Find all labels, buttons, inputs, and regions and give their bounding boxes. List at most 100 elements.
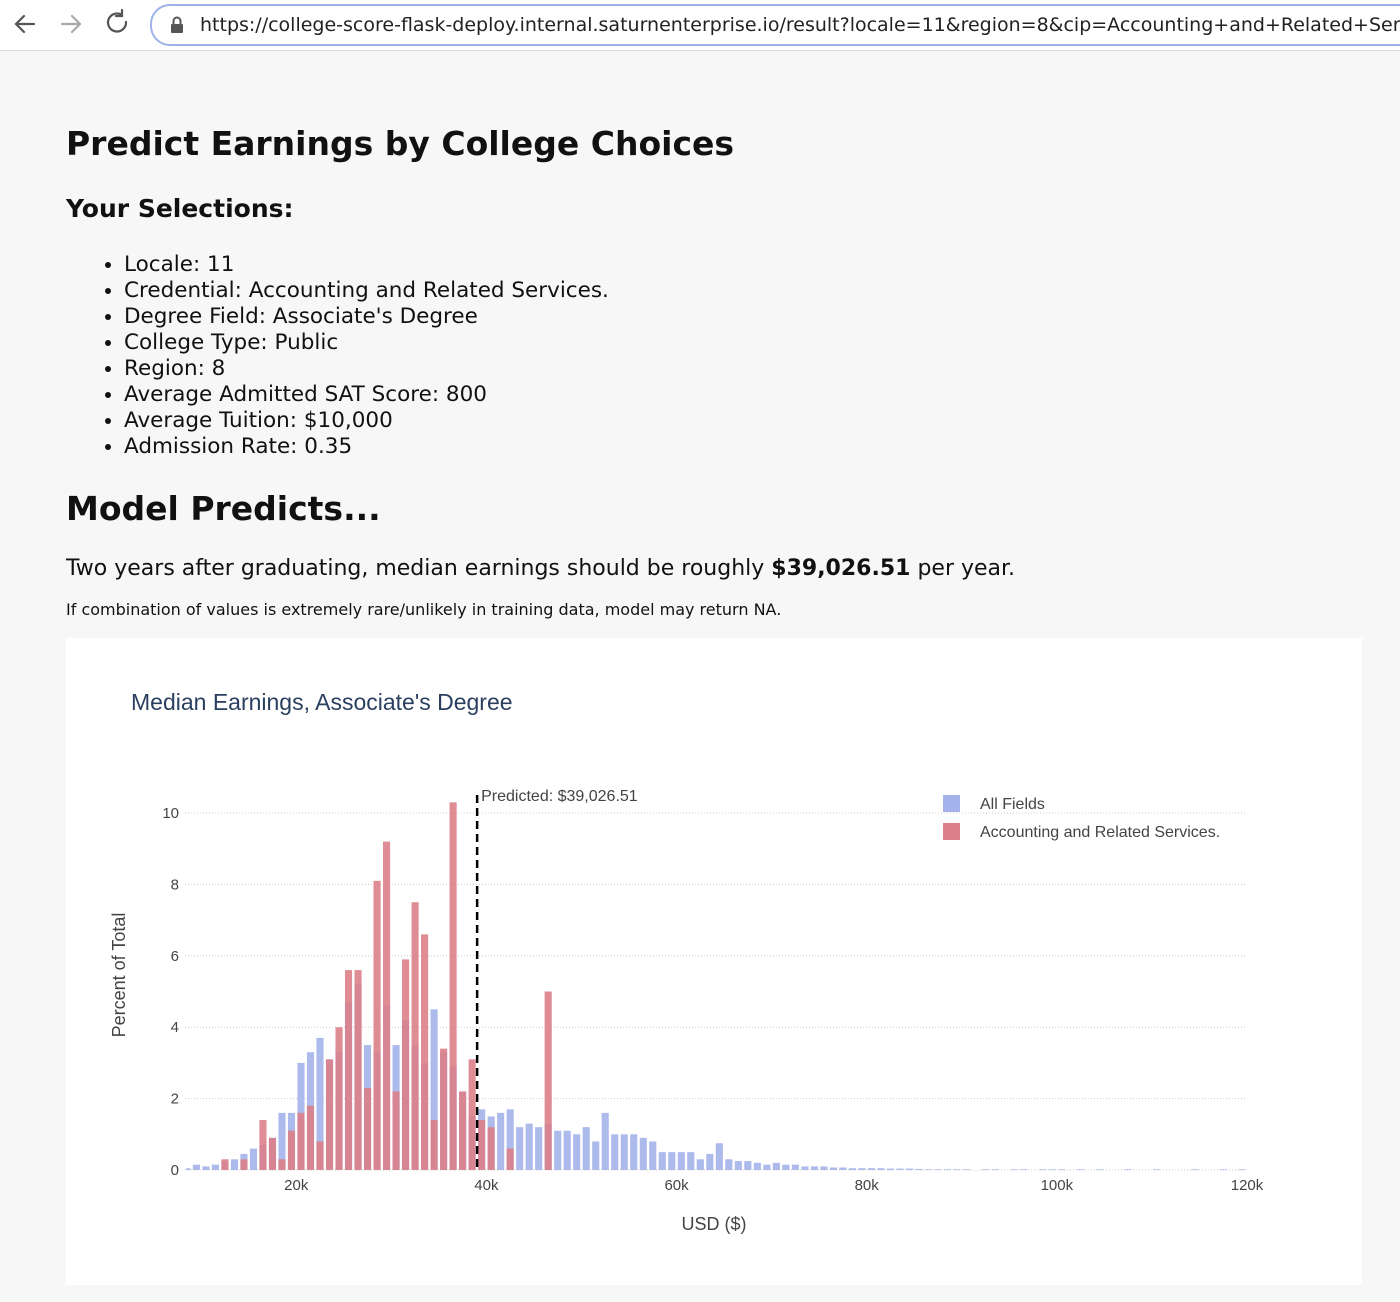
histogram-bar [573,1134,581,1170]
x-tick-label: 40k [474,1177,499,1194]
legend-swatch [943,795,960,812]
histogram-bar [649,1141,657,1170]
histogram-bar [1124,1169,1132,1170]
browser-toolbar: https://college-score-flask-deploy.inter… [0,0,1400,51]
histogram-bar [820,1166,828,1170]
histogram-bar [582,1127,590,1170]
page-title: Predict Earnings by College Choices [66,124,735,163]
histogram-bar [268,1137,277,1170]
prediction-note: If combination of values is extremely ra… [66,600,782,619]
histogram-bar [715,1143,723,1170]
histogram-bar [639,1137,647,1170]
y-tick-label: 8 [171,876,179,893]
histogram-bar [259,1120,267,1170]
histogram-bar [630,1134,638,1170]
histogram-bar [316,1037,324,1170]
histogram-bar [487,1127,495,1170]
histogram-bar [459,1091,467,1170]
histogram-bar [383,841,391,1170]
histogram-bar [677,1152,685,1170]
selections-heading: Your Selections: [66,194,294,223]
histogram-bar [611,1134,619,1170]
histogram-bar [877,1168,885,1170]
histogram-bar [1096,1169,1104,1170]
histogram-bar [297,1112,305,1170]
chart: Median Earnings, Associate's Degree USD … [109,689,1264,1234]
histogram-bar [601,1112,609,1170]
histogram-bar [1238,1169,1246,1170]
histogram-bar [535,1127,543,1170]
histogram-bar [1153,1169,1161,1170]
sentence-start: Two years after graduating, median earni… [66,556,772,581]
histogram-bar [905,1168,914,1170]
histogram-bar [402,959,410,1170]
reload-button[interactable] [106,8,128,33]
x-tick-label: 20k [284,1177,309,1194]
histogram-bar [1191,1169,1199,1170]
histogram-bar [478,1120,486,1170]
histogram-bar [829,1167,837,1170]
y-tick-label: 10 [162,805,179,822]
histogram-bar [1058,1169,1066,1170]
histogram-bar [1077,1169,1085,1170]
histogram-bar [772,1162,780,1170]
forward-button[interactable] [60,14,82,34]
histogram-bar [373,880,381,1170]
histogram-bar [544,991,552,1170]
histogram-bar [1020,1169,1028,1170]
histogram-bar [696,1159,704,1170]
x-tick-label: 120k [1231,1177,1264,1194]
histogram-bar [363,1087,372,1170]
selections-list: Locale: 11Credential: Accounting and Rel… [66,252,924,460]
histogram-bar [867,1168,876,1170]
y-tick-label: 4 [171,1019,179,1036]
histogram-bar [753,1162,761,1170]
legend-label: Accounting and Related Services. [980,824,1220,841]
histogram-bar [1010,1169,1018,1170]
histogram-bar [278,1112,286,1170]
url: https://college-score-flask-deploy.inter… [200,14,1400,36]
address-bar[interactable]: https://college-score-flask-deploy.inter… [150,4,1400,46]
x-tick-label: 60k [664,1177,689,1194]
histogram-bar [335,1027,343,1170]
histogram-bar [211,1164,219,1170]
x-tick-label: 80k [855,1177,880,1194]
histogram-bar [506,1148,514,1170]
histogram-bar [554,1130,562,1170]
histogram-bar [706,1153,714,1170]
histogram-bar [791,1164,799,1170]
histogram-bar [744,1161,752,1170]
histogram-bar [392,1091,400,1170]
histogram-bar [896,1168,904,1170]
histogram-bar [886,1168,895,1170]
histogram-bar [344,970,353,1170]
histogram-bar [848,1168,856,1170]
histogram-bar [516,1127,524,1170]
histogram-bar [763,1164,771,1170]
histogram-bar [858,1168,866,1170]
x-axis-label: USD ($) [681,1214,746,1234]
y-tick-label: 0 [171,1162,179,1179]
prediction-amount: $39,026.51 [771,556,911,581]
histogram-bar [592,1141,600,1170]
predicted-annotation: Predicted: $39,026.51 [481,788,638,805]
legend-label: All Fields [980,796,1045,813]
histogram-bar [440,1048,448,1170]
histogram-bar [430,1120,438,1170]
histogram-bar [991,1169,999,1170]
histogram-bar [1048,1169,1056,1170]
histogram-bar [687,1152,695,1170]
histogram-bar [725,1159,733,1170]
chart-card: Median Earnings, Associate's Degree USD … [66,638,1362,1285]
histogram-bar [325,1059,334,1170]
back-button[interactable] [14,14,36,34]
chart-title: Median Earnings, Associate's Degree [131,689,513,715]
legend-swatch [943,823,960,840]
histogram-bar [953,1169,961,1170]
histogram-bar [924,1169,933,1170]
histogram-bar [981,1169,990,1170]
histogram-bar [306,1105,315,1170]
histogram-bar [934,1169,942,1170]
sentence-end: per year. [910,556,1016,581]
